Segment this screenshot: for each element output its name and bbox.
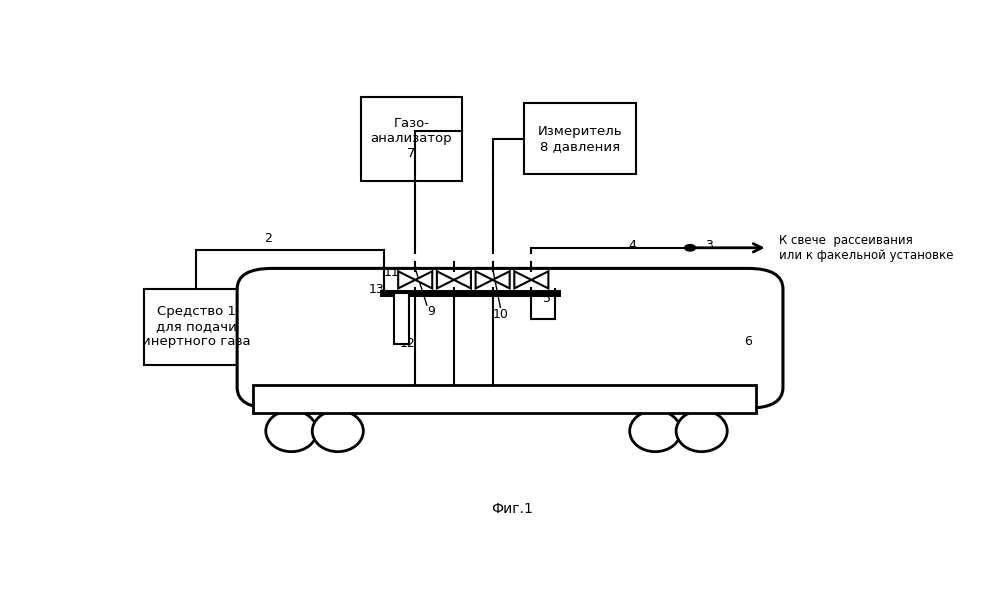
Text: Фиг.1: Фиг.1 xyxy=(492,502,532,516)
Polygon shape xyxy=(514,271,531,289)
Polygon shape xyxy=(416,271,433,289)
Ellipse shape xyxy=(266,411,317,452)
Text: Измеритель
8 давления: Измеритель 8 давления xyxy=(537,125,622,153)
Text: Средство 1
для подачи
инертного газа: Средство 1 для подачи инертного газа xyxy=(142,305,251,348)
Text: Газо-
анализатор
7: Газо- анализатор 7 xyxy=(371,117,453,161)
Bar xyxy=(144,289,249,365)
Text: 4: 4 xyxy=(628,239,636,252)
Circle shape xyxy=(684,245,695,251)
Bar xyxy=(253,385,756,413)
Text: 10: 10 xyxy=(493,308,508,321)
Ellipse shape xyxy=(629,411,680,452)
Polygon shape xyxy=(437,271,454,289)
Text: 12: 12 xyxy=(400,337,416,350)
Polygon shape xyxy=(399,271,416,289)
Text: 9: 9 xyxy=(427,305,435,318)
Bar xyxy=(361,96,462,181)
Text: 2: 2 xyxy=(264,232,272,245)
Polygon shape xyxy=(454,271,471,289)
Ellipse shape xyxy=(313,411,364,452)
Bar xyxy=(394,293,409,344)
Ellipse shape xyxy=(676,411,727,452)
Polygon shape xyxy=(531,271,548,289)
Text: К свече  рассеивания
или к факельной установке: К свече рассеивания или к факельной уста… xyxy=(779,234,954,262)
Text: 11: 11 xyxy=(384,267,400,280)
Polygon shape xyxy=(476,271,493,289)
Text: 5: 5 xyxy=(542,292,550,305)
Polygon shape xyxy=(493,271,509,289)
Bar xyxy=(523,104,636,174)
Text: 6: 6 xyxy=(744,335,752,348)
Text: 13: 13 xyxy=(369,283,385,296)
Text: 3: 3 xyxy=(705,239,713,252)
FancyBboxPatch shape xyxy=(237,268,783,408)
